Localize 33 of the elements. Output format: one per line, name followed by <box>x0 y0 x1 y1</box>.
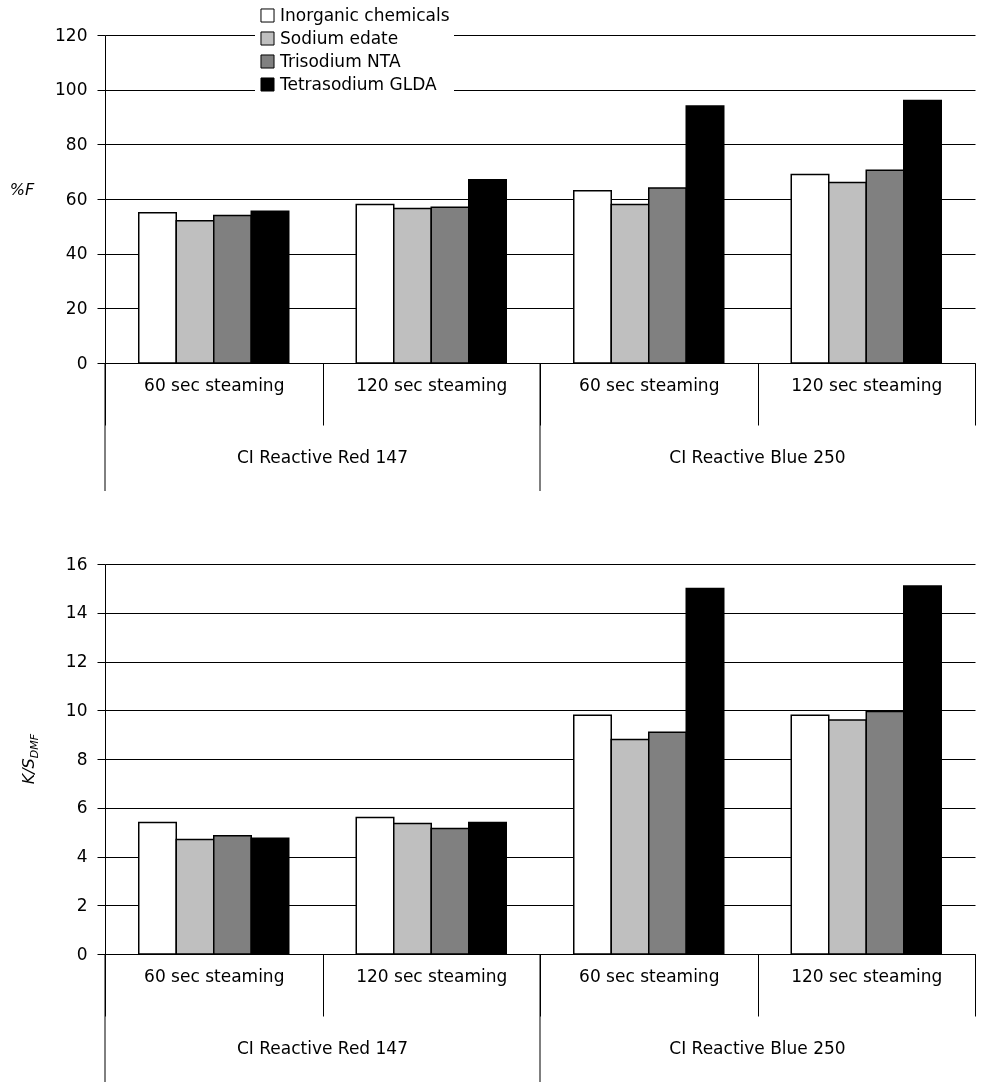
y-tick-label: 0 <box>76 943 88 964</box>
y-tick-label: 80 <box>65 133 88 154</box>
y-axis-title: %F <box>9 179 35 199</box>
y-tick-label: 20 <box>65 297 88 318</box>
y-tick-label: 0 <box>76 352 88 373</box>
y-tick-label: 100 <box>55 79 88 100</box>
y-tick-label: 4 <box>76 846 88 866</box>
y-tick-label: 120 <box>55 24 88 45</box>
x-tick-label: 120 sec steaming <box>356 965 508 986</box>
y-tick-label: 60 <box>65 188 88 209</box>
x-tick-label: 60 sec steaming <box>579 374 720 395</box>
legend-label: Tetrasodium GLDA <box>279 73 437 94</box>
legend-label: Trisodium NTA <box>279 50 401 71</box>
text: CI Reactive Blue 250 <box>669 1038 846 1058</box>
x-tick-label: 60 sec steaming <box>144 374 285 395</box>
text: CI Reactive Red 147 <box>236 1038 409 1058</box>
x-tick-label: 60 sec steaming <box>144 965 285 986</box>
y-tick-label: 12 <box>65 651 88 671</box>
x-tick-label: 120 sec steaming <box>791 374 943 395</box>
y-tick-label: 14 <box>65 602 88 623</box>
y-tick-label: 16 <box>65 553 88 574</box>
text: CI Reactive Red 147 <box>236 447 409 467</box>
legend-label: Inorganic chemicals <box>280 4 450 25</box>
x-tick-label: 120 sec steaming <box>356 374 508 395</box>
y-tick-label: 40 <box>65 243 88 264</box>
y-tick-label: 2 <box>76 894 88 915</box>
text: CI Reactive Blue 250 <box>669 447 846 467</box>
x-tick-label: 60 sec steaming <box>579 965 720 986</box>
y-tick-label: 8 <box>76 748 88 769</box>
x-tick-label: 120 sec steaming <box>791 965 943 986</box>
legend-label: Sodium edate <box>280 27 399 48</box>
y-tick-label: 6 <box>76 797 88 818</box>
y-tick-label: 10 <box>65 699 88 720</box>
